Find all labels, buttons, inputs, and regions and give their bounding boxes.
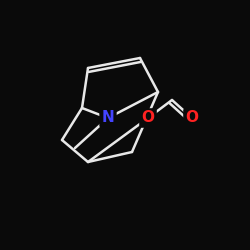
Text: O: O [142, 110, 154, 126]
Text: O: O [186, 110, 198, 126]
Text: N: N [102, 110, 114, 126]
